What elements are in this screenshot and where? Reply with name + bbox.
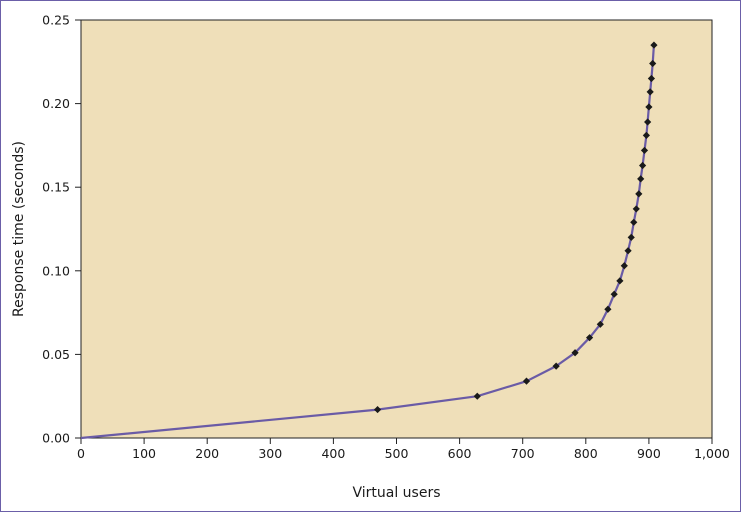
data-point-marker — [522, 377, 531, 385]
x-tick-label: 500 — [385, 446, 409, 461]
x-tick-label: 800 — [574, 446, 598, 461]
y-tick-label: 0.15 — [42, 180, 70, 195]
data-point-marker — [571, 349, 579, 357]
data-point-marker — [635, 190, 643, 198]
data-point-marker — [637, 175, 645, 183]
y-axis: 0.00 0.05 0.10 0.15 0.20 0.25 — [42, 13, 82, 446]
data-point-marker — [596, 320, 604, 328]
x-tick-label: 100 — [132, 446, 156, 461]
data-point-marker — [642, 131, 650, 139]
data-point-marker — [373, 405, 382, 414]
x-tick-label: 0 — [77, 446, 85, 461]
data-point-marker — [604, 305, 612, 313]
data-point-marker — [632, 205, 640, 213]
x-tick-label: 400 — [321, 446, 345, 461]
data-point-marker — [630, 218, 638, 226]
data-point-marker — [645, 103, 653, 111]
data-point-marker — [473, 392, 481, 400]
x-axis: 0 100 200 300 400 500 600 700 800 900 1,000 — [77, 437, 730, 461]
data-point-marker — [646, 88, 654, 96]
y-tick-label: 0.10 — [42, 263, 70, 278]
data-point-marker — [627, 233, 635, 241]
x-axis-title: Virtual users — [352, 485, 440, 501]
data-point-marker — [644, 118, 652, 126]
y-tick-label: 0.05 — [42, 347, 70, 362]
data-point-marker — [620, 262, 628, 270]
plot-area — [80, 19, 713, 439]
data-point-marker — [649, 59, 657, 68]
y-tick-label: 0.25 — [42, 13, 70, 28]
y-tick-label: 0.20 — [42, 96, 70, 111]
data-point-marker — [647, 74, 656, 83]
data-point-marker — [552, 362, 560, 370]
x-tick-label: 1,000 — [694, 446, 730, 461]
x-tick-label: 200 — [195, 446, 219, 461]
data-point-marker — [585, 334, 594, 342]
data-point-marker — [650, 41, 658, 49]
y-tick-label: 0.00 — [42, 431, 70, 446]
x-tick-label: 300 — [258, 446, 282, 461]
data-point-marker — [616, 277, 624, 285]
data-point-marker — [640, 146, 649, 155]
x-tick-label: 600 — [448, 446, 472, 461]
data-point-marker — [624, 247, 632, 255]
x-tick-label: 900 — [637, 446, 661, 461]
y-axis-title: Response time (seconds) — [11, 141, 27, 317]
data-point-marker — [610, 290, 618, 298]
x-tick-label: 700 — [511, 446, 535, 461]
series-group — [80, 41, 658, 440]
data-point-marker — [638, 161, 647, 170]
